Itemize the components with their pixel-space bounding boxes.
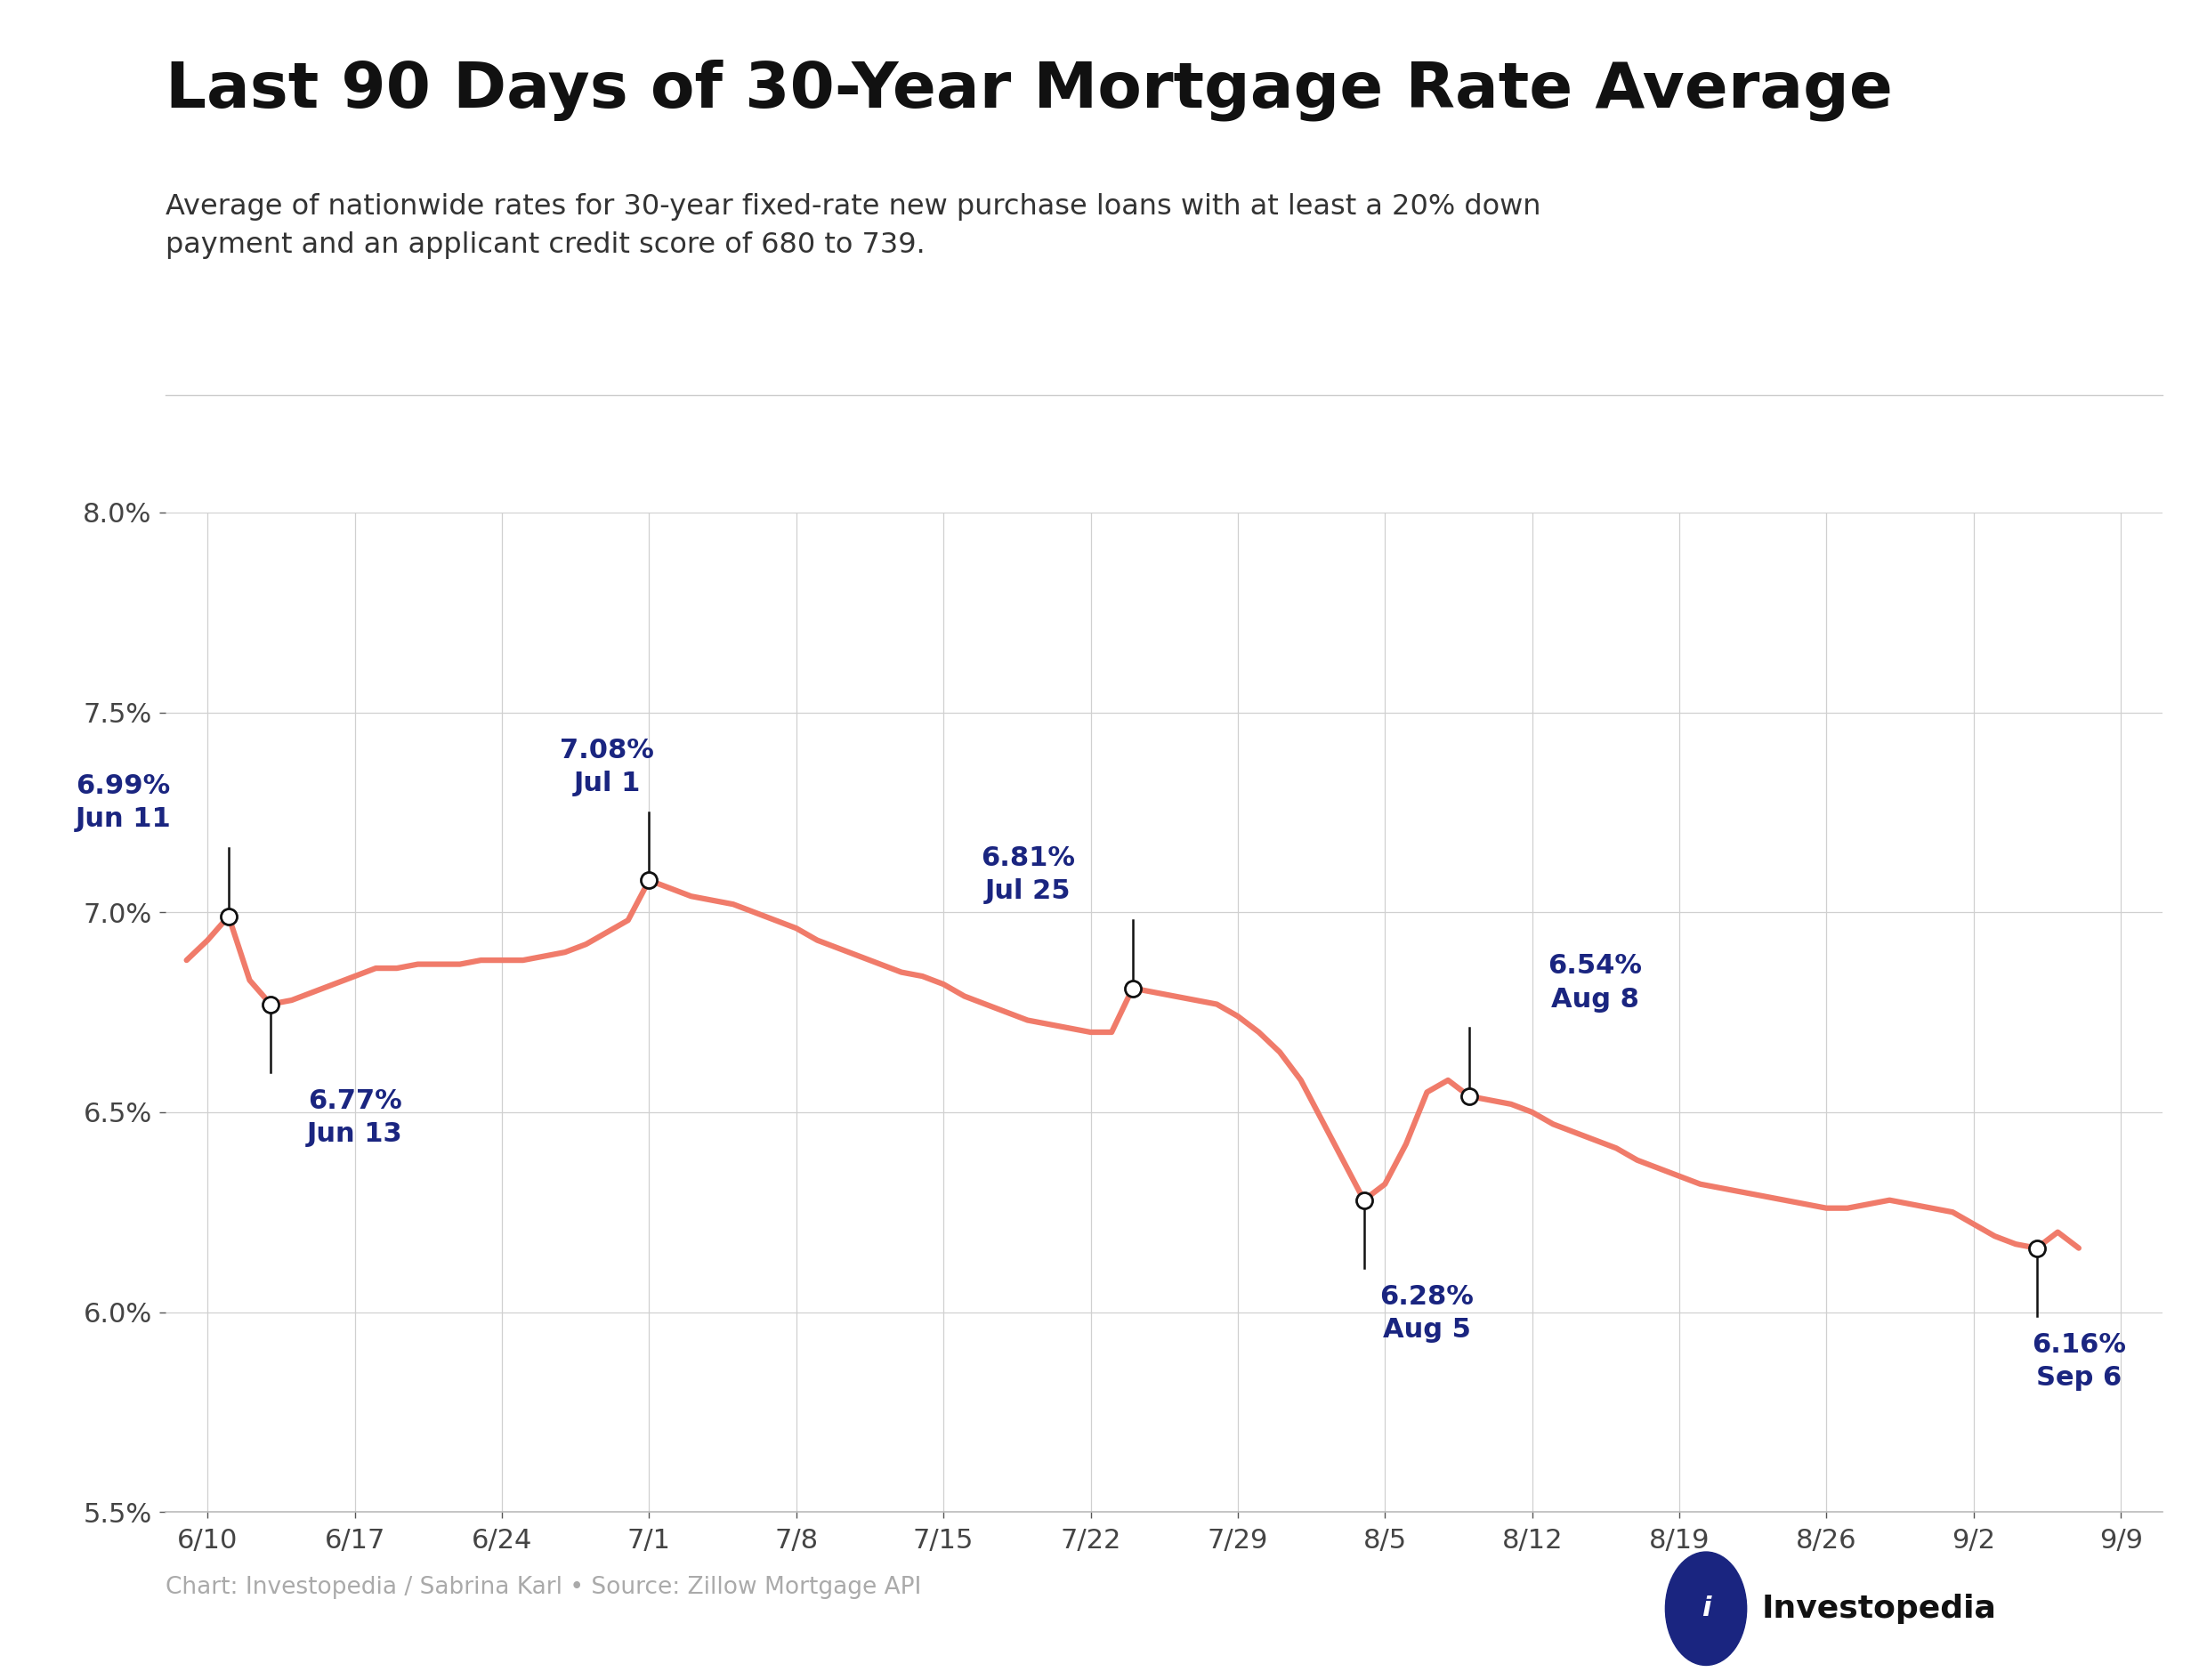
Ellipse shape <box>1666 1552 1746 1665</box>
Text: Chart: Investopedia / Sabrina Karl • Source: Zillow Mortgage API: Chart: Investopedia / Sabrina Karl • Sou… <box>166 1576 920 1599</box>
Text: Investopedia: Investopedia <box>1761 1593 1997 1625</box>
Text: 6.81%
Jul 25: 6.81% Jul 25 <box>980 845 1075 904</box>
Text: i: i <box>1702 1596 1710 1621</box>
Text: 6.28%
Aug 5: 6.28% Aug 5 <box>1379 1284 1474 1342</box>
Text: 6.77%
Jun 13: 6.77% Jun 13 <box>307 1089 402 1147</box>
Text: 7.08%
Jul 1: 7.08% Jul 1 <box>561 738 653 796</box>
Text: 6.16%
Sep 6: 6.16% Sep 6 <box>2033 1332 2125 1391</box>
Text: Average of nationwide rates for 30-year fixed-rate new purchase loans with at le: Average of nationwide rates for 30-year … <box>166 193 1540 259</box>
Text: Last 90 Days of 30-Year Mortgage Rate Average: Last 90 Days of 30-Year Mortgage Rate Av… <box>166 59 1894 121</box>
Text: 6.99%
Jun 11: 6.99% Jun 11 <box>75 773 172 832</box>
Text: 6.54%
Aug 8: 6.54% Aug 8 <box>1547 954 1642 1011</box>
